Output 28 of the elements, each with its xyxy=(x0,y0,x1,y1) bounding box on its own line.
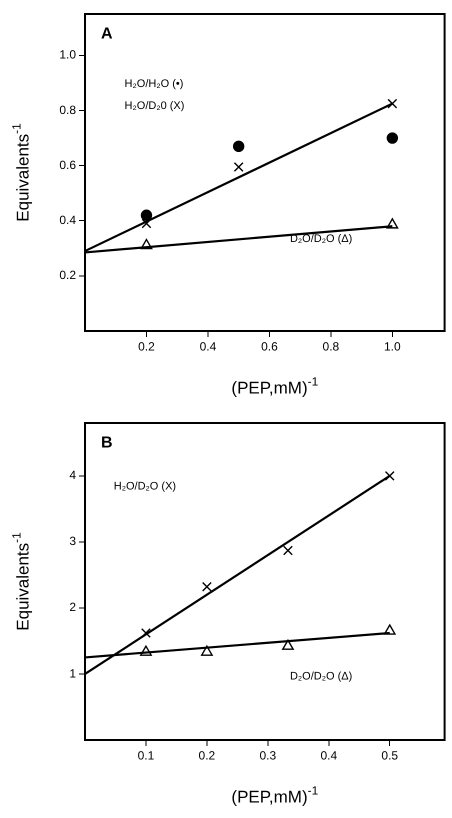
x-tick-label: 0.1 xyxy=(138,748,155,763)
x-tick-label: 0.6 xyxy=(261,340,278,354)
y-tick-label: 3 xyxy=(69,534,76,548)
x-tick-label: 0.4 xyxy=(320,748,338,763)
y-tick-label: 4 xyxy=(69,468,76,482)
x-tick-label: 0.5 xyxy=(381,748,398,763)
x-tick-label: 0.2 xyxy=(138,340,156,354)
annotation: D₂O/D₂O (Δ) xyxy=(290,233,352,246)
y-axis-title: Equivalents-1 xyxy=(9,122,33,222)
y-tick-label: 2 xyxy=(69,600,76,614)
y-tick-label: 0.8 xyxy=(59,102,76,117)
y-tick-label: 1 xyxy=(69,666,76,680)
x-tick-label: 0.8 xyxy=(322,340,340,354)
x-tick-label: 0.4 xyxy=(200,340,217,354)
y-axis-title: Equivalents-1 xyxy=(9,532,33,631)
annotation: H₂O/D₂0 (X) xyxy=(124,100,184,112)
annotation: H₂O/H₂O (•) xyxy=(124,78,184,90)
annotation: H₂O/D₂O (X) xyxy=(114,480,176,492)
x-tick-label: 0.2 xyxy=(198,748,216,763)
text: A xyxy=(101,25,113,42)
y-tick-label: 0.4 xyxy=(59,213,76,228)
y-tick-label: 1.0 xyxy=(59,48,76,62)
y-tick-label: 0.6 xyxy=(59,158,76,172)
y-tick-label: 0.2 xyxy=(59,268,76,282)
x-tick-label: 0.3 xyxy=(260,748,277,763)
annotation: D₂O/D₂O (Δ) xyxy=(290,670,352,683)
text: B xyxy=(101,434,113,452)
x-tick-label: 1.0 xyxy=(384,340,402,354)
